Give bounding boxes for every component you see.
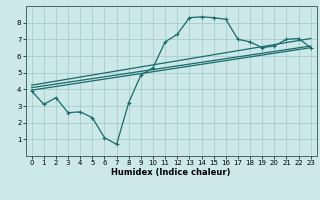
X-axis label: Humidex (Indice chaleur): Humidex (Indice chaleur) — [111, 168, 231, 177]
